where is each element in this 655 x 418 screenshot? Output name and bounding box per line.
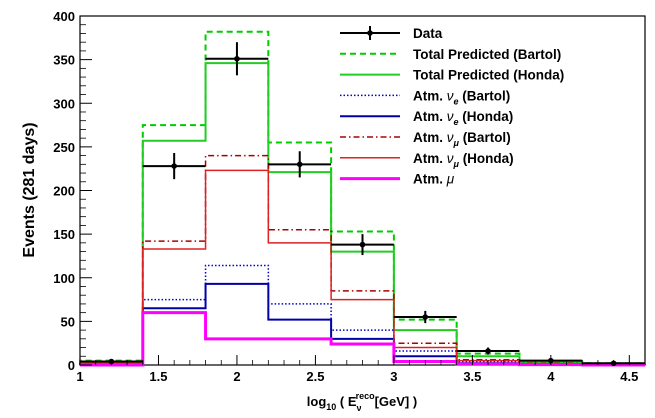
legend-label-prefix-4: Atm. bbox=[413, 130, 447, 145]
x-label-open: ( E bbox=[336, 394, 357, 409]
legend-label-prefix-5: Atm. bbox=[413, 151, 447, 166]
legend-data-marker bbox=[367, 30, 373, 36]
legend-label-prefix-2: Atm. bbox=[413, 88, 447, 103]
series-3 bbox=[79, 282, 646, 366]
y-tick-label-4: 200 bbox=[53, 184, 75, 199]
series-line-5 bbox=[79, 169, 646, 366]
data-point-4 bbox=[331, 234, 394, 256]
data-marker-3 bbox=[296, 161, 303, 168]
legend-item-4: Atm. νμ (Bartol) bbox=[340, 130, 511, 148]
y-tick-label-3: 150 bbox=[53, 227, 75, 242]
legend-label-0: Total Predicted (Bartol) bbox=[413, 47, 561, 62]
x-tick-label-7: 4.5 bbox=[620, 369, 638, 384]
legend-label-symbol-6: μ bbox=[446, 172, 455, 187]
legend-label-prefix-1: Total Predicted (Honda) bbox=[413, 68, 564, 83]
x-tick-label-2: 2 bbox=[233, 369, 240, 384]
legend-label-2: Atm. νe (Bartol) bbox=[413, 88, 510, 106]
legend-label-tail-4: (Bartol) bbox=[459, 130, 511, 145]
legend-item-6: Atm. μ bbox=[340, 172, 455, 187]
series-5 bbox=[79, 169, 646, 366]
series-1 bbox=[79, 62, 646, 366]
legend: Data Total Predicted (Bartol) Total Predic… bbox=[340, 26, 564, 187]
legend-label-1: Total Predicted (Honda) bbox=[413, 68, 564, 83]
series-line-3 bbox=[79, 282, 646, 366]
data-points-group bbox=[80, 42, 645, 367]
x-tick-label-4: 3 bbox=[390, 369, 397, 384]
x-label-close: [GeV] ) bbox=[375, 394, 418, 409]
y-tick-label-8: 400 bbox=[53, 9, 75, 24]
y-tick-label-0: 0 bbox=[68, 358, 75, 373]
y-tick-label-6: 300 bbox=[53, 96, 75, 111]
x-label-e-sub: ν bbox=[357, 403, 362, 413]
y-tick-label-7: 350 bbox=[53, 53, 75, 68]
legend-item-0: Total Predicted (Bartol) bbox=[340, 47, 561, 62]
x-tick-label-5: 3.5 bbox=[463, 369, 481, 384]
x-label-log-sub: 10 bbox=[326, 402, 336, 412]
legend-label-prefix-0: Total Predicted (Bartol) bbox=[413, 47, 561, 62]
series-2 bbox=[79, 264, 646, 366]
legend-label-symbol-5: ν bbox=[447, 151, 454, 166]
x-tick-label-0: 1 bbox=[76, 369, 83, 384]
x-tick-label-6: 4 bbox=[547, 369, 555, 384]
data-point-3 bbox=[268, 151, 332, 178]
data-marker-2 bbox=[234, 55, 240, 62]
legend-label-tail-5: (Honda) bbox=[459, 151, 514, 166]
data-point-1 bbox=[142, 152, 206, 180]
series-line-6 bbox=[80, 311, 645, 367]
data-point-5 bbox=[393, 310, 457, 324]
legend-label-4: Atm. νμ (Bartol) bbox=[413, 130, 511, 148]
y-tick-label-1: 50 bbox=[61, 314, 75, 329]
y-tick-label-5: 250 bbox=[53, 140, 75, 155]
legend-label-sub-5: μ bbox=[453, 159, 460, 169]
legend-label-symbol-3: ν bbox=[447, 109, 454, 124]
legend-label-prefix-3: Atm. bbox=[413, 109, 447, 124]
legend-data-label: Data bbox=[413, 26, 443, 41]
legend-label-sub-4: μ bbox=[453, 138, 460, 148]
data-point-2 bbox=[205, 42, 269, 76]
series-line-2 bbox=[79, 264, 646, 366]
legend-item-data: Data bbox=[340, 26, 443, 41]
series-line-1 bbox=[79, 62, 646, 366]
data-point-6 bbox=[456, 347, 520, 355]
legend-label-symbol-2: ν bbox=[447, 88, 454, 103]
data-marker-4 bbox=[359, 241, 366, 248]
legend-label-tail-3: (Honda) bbox=[459, 109, 514, 124]
x-axis-label: log10 ( Eν reco[GeV] ) bbox=[307, 391, 417, 413]
legend-item-5: Atm. νμ (Honda) bbox=[340, 151, 514, 169]
y-axis-label: Events (281 days) bbox=[21, 122, 38, 257]
data-marker-6 bbox=[485, 348, 491, 354]
legend-label-sub-3: e bbox=[454, 117, 459, 127]
legend-label-6: Atm. μ bbox=[413, 172, 455, 187]
x-label-e-sup: reco bbox=[356, 391, 376, 401]
legend-item-1: Total Predicted (Honda) bbox=[340, 68, 564, 83]
legend-label-tail-2: (Bartol) bbox=[459, 88, 511, 103]
series-6 bbox=[80, 311, 645, 367]
y-tick-label-2: 100 bbox=[53, 271, 75, 286]
legend-item-3: Atm. νe (Honda) bbox=[340, 109, 513, 127]
legend-label-5: Atm. νμ (Honda) bbox=[413, 151, 514, 169]
series-line-4 bbox=[79, 154, 646, 365]
series-4 bbox=[79, 154, 646, 365]
legend-item-2: Atm. νe (Bartol) bbox=[340, 88, 510, 106]
data-marker-1 bbox=[171, 163, 177, 169]
x-tick-label-3: 2.5 bbox=[306, 369, 324, 384]
data-marker-5 bbox=[422, 314, 429, 320]
legend-label-sub-2: e bbox=[454, 96, 459, 106]
legend-label-prefix-6: Atm. bbox=[413, 172, 447, 187]
legend-label-symbol-4: ν bbox=[447, 130, 454, 145]
axes-group: 0 50 100 150 200 250 300 350 400 1 1.5 2 2.5 3 3.5 4 4.5 bbox=[53, 9, 638, 384]
x-tick-label-1: 1.5 bbox=[149, 369, 167, 384]
legend-label-3: Atm. νe (Honda) bbox=[413, 109, 513, 127]
x-label-log: log bbox=[307, 394, 327, 409]
